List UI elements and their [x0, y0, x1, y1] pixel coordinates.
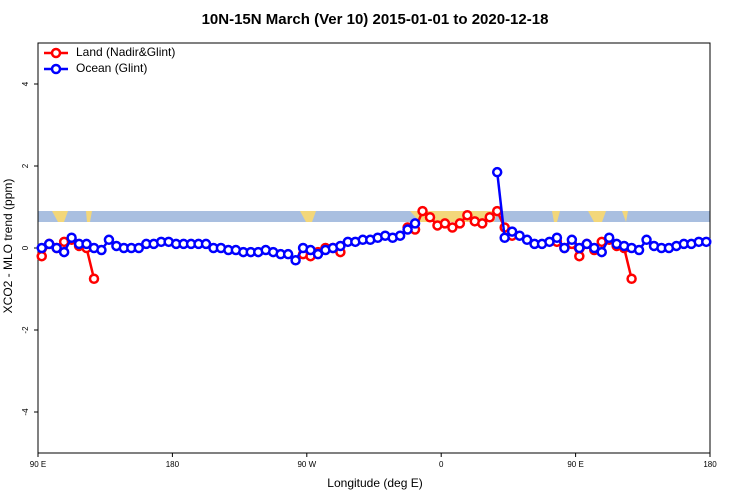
data-point	[103, 234, 115, 246]
data-point	[133, 242, 145, 254]
data-point	[581, 238, 593, 250]
x-tick-label: 180	[166, 460, 180, 469]
data-point	[514, 230, 525, 241]
data-point	[290, 255, 301, 266]
data-point	[96, 244, 107, 256]
data-point	[499, 232, 510, 243]
legend-label: Land (Nadir&Glint)	[76, 45, 175, 59]
data-point	[633, 244, 645, 256]
data-point	[81, 238, 92, 250]
data-point	[544, 236, 555, 248]
data-point	[491, 205, 503, 217]
data-point	[559, 242, 570, 254]
data-point	[88, 273, 100, 284]
data-point	[335, 240, 346, 252]
data-point	[312, 248, 324, 260]
data-point	[574, 250, 585, 262]
data-point	[36, 242, 47, 254]
data-point	[305, 244, 316, 256]
data-point	[484, 212, 495, 223]
data-point	[491, 166, 503, 178]
data-point	[417, 205, 428, 217]
x-axis-label: Longitude (deg E)	[327, 476, 422, 490]
x-tick-label: 90 W	[297, 460, 316, 469]
legend: Land (Nadir&Glint) Ocean (Glint)	[44, 45, 175, 75]
data-point	[402, 224, 413, 235]
y-tick-label: -4	[21, 408, 30, 416]
y-tick-label: 2	[21, 163, 30, 168]
data-point	[574, 242, 585, 254]
data-point	[596, 246, 607, 258]
x-tick-label: 0	[439, 460, 444, 469]
legend-marker	[50, 47, 62, 59]
chart-title: 10N-15N March (Ver 10) 2015-01-01 to 202…	[202, 11, 549, 28]
x-tick-label: 90 E	[30, 460, 46, 469]
y-axis-label: XCO2 - MLO trend (ppm)	[1, 179, 15, 314]
data-point	[394, 230, 406, 241]
x-tick-label: 90 E	[567, 460, 583, 469]
data-point	[506, 226, 518, 237]
y-tick-label: 0	[21, 245, 30, 250]
data-point	[589, 242, 600, 254]
ocean-band	[38, 211, 710, 222]
data-point	[66, 232, 77, 243]
map-strip	[38, 211, 710, 222]
data-point	[439, 218, 451, 229]
legend-label: Ocean (Glint)	[76, 61, 147, 75]
data-point	[36, 250, 47, 262]
data-point	[43, 238, 55, 250]
data-point	[409, 218, 421, 229]
data-point	[701, 236, 712, 248]
data-point	[566, 234, 578, 246]
data-point	[51, 242, 62, 254]
data-point	[641, 234, 652, 246]
data-point	[603, 232, 615, 243]
data-point	[626, 273, 637, 284]
legend-marker	[50, 63, 62, 75]
data-point	[447, 222, 458, 233]
data-point	[551, 232, 563, 243]
data-point	[424, 212, 436, 223]
data-point	[282, 248, 294, 260]
data-point	[521, 234, 533, 246]
data-point	[477, 218, 488, 229]
data-point	[200, 238, 212, 250]
data-point	[58, 246, 70, 258]
y-tick-label: 4	[21, 81, 30, 86]
y-tick-label: -2	[21, 326, 30, 334]
x-tick-label: 180	[703, 460, 717, 469]
data-point	[462, 209, 473, 221]
data-point	[454, 218, 466, 229]
